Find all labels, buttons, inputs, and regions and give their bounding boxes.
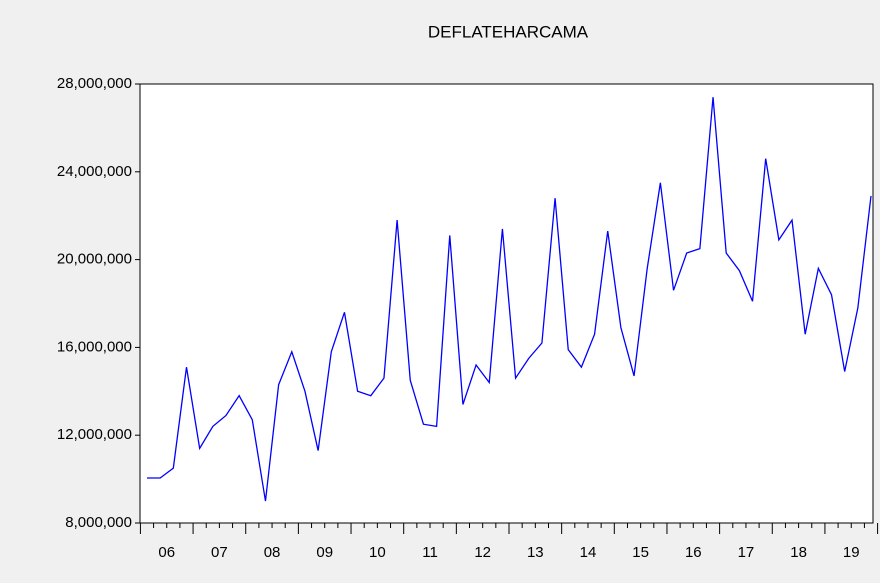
x-tick-label: 06: [158, 544, 175, 561]
x-tick-label: 12: [474, 544, 491, 561]
x-tick-label: 17: [738, 544, 755, 561]
y-tick-label: 28,000,000: [57, 75, 132, 92]
x-tick-label: 10: [369, 544, 386, 561]
y-tick-label: 20,000,000: [57, 251, 132, 268]
x-tick-label: 16: [685, 544, 702, 561]
x-tick-label: 11: [422, 544, 438, 561]
y-tick-label: 12,000,000: [57, 426, 132, 443]
x-tick-label: 14: [580, 544, 597, 561]
x-tick-label: 15: [632, 544, 649, 561]
y-tick-label: 16,000,000: [57, 338, 132, 355]
x-tick-label: 07: [211, 544, 228, 561]
chart-title: DEFLATEHARCAMA: [428, 22, 589, 41]
line-series: [147, 97, 872, 502]
x-tick-label: 08: [264, 544, 281, 561]
x-tick-label: 18: [790, 544, 807, 561]
x-tick-label: 13: [527, 544, 544, 561]
x-tick-label: 09: [316, 544, 333, 561]
y-tick-label: 24,000,000: [57, 163, 132, 180]
plot-area: [139, 83, 874, 524]
y-tick-label: 8,000,000: [65, 514, 132, 531]
x-tick-label: 19: [843, 544, 860, 561]
